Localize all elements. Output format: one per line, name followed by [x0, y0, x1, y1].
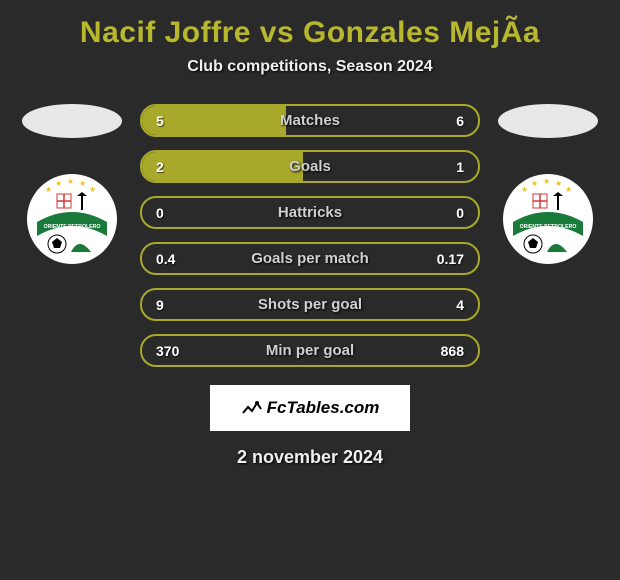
svg-text:★: ★ [89, 185, 96, 194]
stat-value-right: 0 [456, 205, 464, 221]
player-left-silhouette [22, 104, 122, 138]
club-badge-left-svg: ★ ★ ★ ★ ★ ORIENTE PETROLERO [27, 174, 117, 264]
stat-bar: 0.4 Goals per match 0.17 [140, 242, 480, 275]
svg-text:★: ★ [521, 185, 528, 194]
club-logo-right: ★ ★ ★ ★ ★ ORIENTE PETROLERO [503, 174, 593, 264]
stat-value-left: 370 [156, 343, 179, 359]
svg-text:★: ★ [531, 179, 538, 188]
tower-icon [81, 196, 83, 210]
ribbon-text: ORIENTE PETROLERO [520, 224, 577, 230]
stat-value-left: 0 [156, 205, 164, 221]
stat-label: Goals per match [251, 250, 369, 267]
stat-label: Hattricks [278, 204, 342, 221]
stat-bar: 0 Hattricks 0 [140, 196, 480, 229]
stat-label: Matches [280, 112, 340, 129]
club-badge-right-svg: ★ ★ ★ ★ ★ ORIENTE PETROLERO [503, 174, 593, 264]
stat-value-right: 1 [456, 159, 464, 175]
stat-value-right: 4 [456, 297, 464, 313]
stat-bar: 9 Shots per goal 4 [140, 288, 480, 321]
left-side: ★ ★ ★ ★ ★ ORIENTE PETROLERO [22, 104, 122, 264]
svg-text:★: ★ [45, 185, 52, 194]
subtitle: Club competitions, Season 2024 [187, 58, 432, 76]
stat-label: Min per goal [266, 342, 354, 359]
player-right-silhouette [498, 104, 598, 138]
brand-logo-icon [241, 397, 263, 419]
stat-bar: 370 Min per goal 868 [140, 334, 480, 367]
svg-text:★: ★ [55, 179, 62, 188]
stat-value-right: 868 [441, 343, 464, 359]
svg-text:★: ★ [565, 185, 572, 194]
svg-text:★: ★ [555, 179, 562, 188]
stat-fill-left [142, 152, 303, 181]
stat-value-left: 0.4 [156, 251, 175, 267]
stat-value-right: 0.17 [437, 251, 464, 267]
stat-bar: 5 Matches 6 [140, 104, 480, 137]
tower-icon [557, 196, 559, 210]
svg-text:★: ★ [79, 179, 86, 188]
svg-text:★: ★ [67, 177, 74, 186]
comparison-content: ★ ★ ★ ★ ★ ORIENTE PETROLERO [0, 104, 620, 367]
date-text: 2 november 2024 [237, 447, 383, 468]
ribbon-text: ORIENTE PETROLERO [44, 224, 101, 230]
stat-value-left: 5 [156, 113, 164, 129]
stat-label: Shots per goal [258, 296, 362, 313]
stat-value-left: 9 [156, 297, 164, 313]
stats-column: 5 Matches 6 2 Goals 1 0 Hattricks 0 0.4 Goals per … [140, 104, 480, 367]
svg-text:★: ★ [543, 177, 550, 186]
stat-bar: 2 Goals 1 [140, 150, 480, 183]
brand-box[interactable]: FcTables.com [210, 385, 410, 431]
stat-value-right: 6 [456, 113, 464, 129]
club-logo-left: ★ ★ ★ ★ ★ ORIENTE PETROLERO [27, 174, 117, 264]
page-title: Nacif Joffre vs Gonzales MejÃ­a [80, 16, 540, 50]
stat-value-left: 2 [156, 159, 164, 175]
brand-text: FcTables.com [267, 398, 380, 418]
stat-label: Goals [289, 158, 331, 175]
right-side: ★ ★ ★ ★ ★ ORIENTE PETROLERO [498, 104, 598, 264]
